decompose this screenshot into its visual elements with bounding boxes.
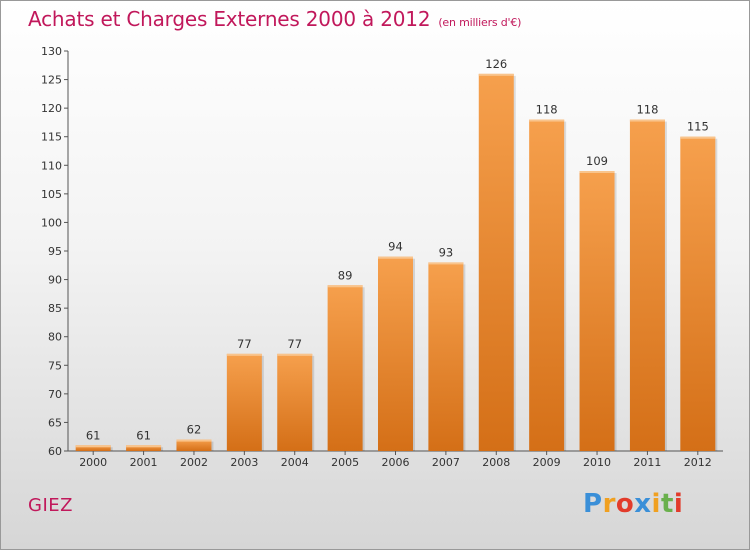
label-layer: 2000 61 2001 61 2002 62 2003 77 2004 77 2005 89 2006…: [79, 57, 712, 469]
bar-2007: [428, 262, 464, 451]
x-tick-label: 2006: [382, 456, 410, 469]
x-tick-label: 2010: [583, 456, 611, 469]
bar-2008: [478, 73, 514, 451]
y-tick-label: 125: [41, 74, 62, 87]
bar-2005: [327, 285, 363, 451]
chart-subtitle: (en milliers d'€): [438, 16, 522, 29]
y-tick-label: 70: [48, 388, 62, 401]
bar-2004: [277, 353, 313, 451]
bar-highlight: [478, 73, 514, 76]
bar-2011: [629, 119, 665, 452]
bar-value-label: 61: [86, 428, 101, 442]
chart-title: Achats et Charges Externes 2000 à 2012 (e…: [28, 7, 521, 31]
bar-2009: [529, 119, 565, 452]
logo-letter: i: [651, 489, 661, 519]
bar-highlight: [680, 136, 716, 139]
logo-letter: o: [615, 489, 635, 519]
y-tick-label: 110: [41, 159, 62, 172]
chart-title-text: Achats et Charges Externes 2000 à 2012: [28, 7, 431, 31]
y-tick-label: 90: [48, 274, 62, 287]
y-tick-label: 85: [48, 302, 62, 315]
bar-highlight: [327, 285, 363, 288]
chart-axes: 60 65 70 75 80 85 90 95 100 105 110 115 120 125 130: [41, 45, 723, 458]
x-tick-label: 2008: [482, 456, 510, 469]
logo-letter: i: [673, 489, 684, 519]
bar-2002: [176, 439, 212, 451]
bar-highlight: [428, 262, 464, 265]
x-tick-label: 2003: [230, 456, 258, 469]
x-tick-label: 2005: [331, 456, 359, 469]
bar-2000: [75, 445, 111, 451]
bar-series: [75, 73, 718, 452]
y-tick-label: 130: [41, 45, 62, 58]
bar-value-label: 94: [388, 240, 403, 254]
bar-2001: [126, 445, 162, 451]
x-tick-label: 2000: [79, 456, 107, 469]
x-tick-label: 2004: [281, 456, 309, 469]
y-tick-label: 120: [41, 102, 62, 115]
bar-value-label: 77: [237, 337, 252, 351]
bar-value-label: 89: [338, 268, 353, 282]
bar-value-label: 77: [287, 337, 302, 351]
x-tick-label: 2007: [432, 456, 460, 469]
y-tick-label: 65: [48, 416, 62, 429]
bar-2010: [579, 171, 615, 451]
bar-value-label: 118: [636, 103, 658, 117]
bar-value-label: 126: [485, 57, 507, 71]
commune-name: GIEZ: [28, 495, 73, 516]
y-tick-label: 80: [48, 331, 62, 344]
bar-highlight: [126, 445, 162, 448]
bar-2012: [680, 136, 716, 451]
bar-highlight: [226, 353, 262, 356]
bar-value-label: 115: [687, 120, 709, 134]
bar-value-label: 93: [439, 245, 454, 259]
y-tick-label: 60: [48, 445, 62, 458]
bar-highlight: [579, 171, 615, 173]
bar-value-label: 109: [586, 154, 608, 168]
bar-highlight: [529, 119, 565, 122]
x-tick-label: 2012: [684, 456, 712, 469]
y-tick-label: 100: [41, 216, 62, 229]
logo-letter: t: [660, 489, 674, 519]
x-tick-label: 2011: [633, 456, 661, 469]
y-tick-label: 75: [48, 359, 62, 372]
logo-letter: x: [634, 489, 652, 519]
logo-letter: P: [583, 489, 603, 519]
proxiti-logo: Proxiti: [583, 489, 683, 519]
bar-highlight: [629, 119, 665, 122]
bar-value-label: 118: [536, 103, 558, 117]
bar-2006: [378, 256, 413, 451]
x-tick-label: 2009: [533, 456, 561, 469]
bar-highlight: [176, 439, 212, 442]
y-tick-label: 105: [41, 188, 62, 201]
bar-highlight: [75, 445, 111, 448]
x-tick-label: 2001: [130, 456, 158, 469]
bar-value-label: 62: [187, 423, 202, 437]
bar-highlight: [378, 256, 413, 259]
bar-highlight: [277, 353, 313, 356]
logo-letter: r: [602, 489, 616, 519]
y-tick-label: 115: [41, 131, 62, 144]
bar-value-label: 61: [136, 428, 151, 442]
y-tick-label: 95: [48, 245, 62, 258]
x-tick-label: 2002: [180, 456, 208, 469]
bar-2003: [226, 353, 262, 451]
